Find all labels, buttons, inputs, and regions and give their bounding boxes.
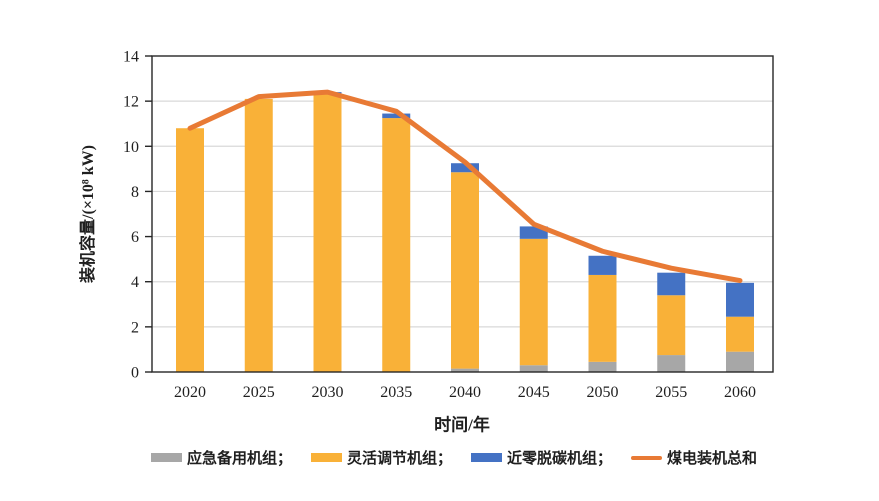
legend-item-0: 应急备用机组； bbox=[151, 447, 292, 468]
bar-segment bbox=[726, 282, 754, 317]
total-line bbox=[187, 89, 743, 284]
legend-label: 灵活调节机组； bbox=[347, 451, 453, 467]
legend-item-1: 灵活调节机组； bbox=[311, 447, 452, 468]
bar-segment bbox=[657, 272, 686, 296]
chart-legend: 应急备用机组； 灵活调节机组； 近零脱碳机组； 煤电装机总和 bbox=[151, 447, 757, 468]
bar-segment bbox=[588, 255, 617, 275]
bar-segment bbox=[382, 118, 411, 372]
bar-segment bbox=[657, 355, 686, 372]
bar-segment bbox=[726, 316, 754, 352]
x-tick-label: 2030 bbox=[312, 384, 344, 401]
plot-frame bbox=[151, 55, 774, 373]
bar-segment bbox=[657, 295, 686, 356]
y-tick-label: 2 bbox=[131, 319, 139, 336]
y-tick-label: 12 bbox=[123, 94, 139, 111]
bar-segment bbox=[313, 94, 342, 372]
y-tick-label: 10 bbox=[123, 139, 139, 156]
bar-segment bbox=[451, 172, 479, 369]
x-tick-label: 2060 bbox=[724, 384, 756, 401]
legend-label: 近零脱碳机组； bbox=[507, 451, 613, 467]
legend-swatch bbox=[471, 453, 503, 462]
legend-item-3: 煤电装机总和 bbox=[631, 447, 757, 468]
x-tick-label: 2040 bbox=[449, 384, 481, 401]
bar-segment bbox=[176, 128, 204, 372]
x-tick-label: 2035 bbox=[380, 384, 412, 401]
bar-segment bbox=[588, 274, 617, 362]
bar-segment bbox=[244, 98, 273, 372]
y-tick-label: 0 bbox=[131, 365, 139, 382]
legend-label: 煤电装机总和 bbox=[667, 451, 758, 467]
y-axis-title: 装机容量/(×10⁸ kW) bbox=[80, 145, 97, 283]
legend-swatch bbox=[151, 453, 182, 462]
bar-segment bbox=[726, 351, 754, 372]
y-tick-label: 8 bbox=[131, 184, 139, 201]
x-tick-label: 2055 bbox=[655, 384, 687, 401]
y-tick-label: 14 bbox=[123, 49, 139, 66]
legend-item-2: 近零脱碳机组； bbox=[471, 447, 612, 468]
bar-segment bbox=[451, 368, 479, 372]
x-axis-title: 时间/年 bbox=[434, 415, 490, 435]
legend-swatch bbox=[311, 453, 343, 462]
x-tick-label: 2045 bbox=[518, 384, 550, 401]
x-tick-label: 2050 bbox=[587, 384, 619, 401]
y-tick-label: 6 bbox=[131, 229, 139, 246]
x-tick-label: 2020 bbox=[174, 384, 206, 401]
y-tick-label: 4 bbox=[131, 274, 139, 291]
bar-segment bbox=[588, 361, 617, 372]
legend-label: 应急备用机组； bbox=[187, 451, 293, 467]
bar-segment bbox=[382, 113, 411, 119]
bar-segment bbox=[519, 238, 548, 366]
x-tick-label: 2025 bbox=[243, 384, 275, 401]
bar-segment bbox=[451, 163, 479, 173]
legend-line-marker bbox=[631, 455, 663, 460]
bar-segment bbox=[519, 365, 548, 372]
